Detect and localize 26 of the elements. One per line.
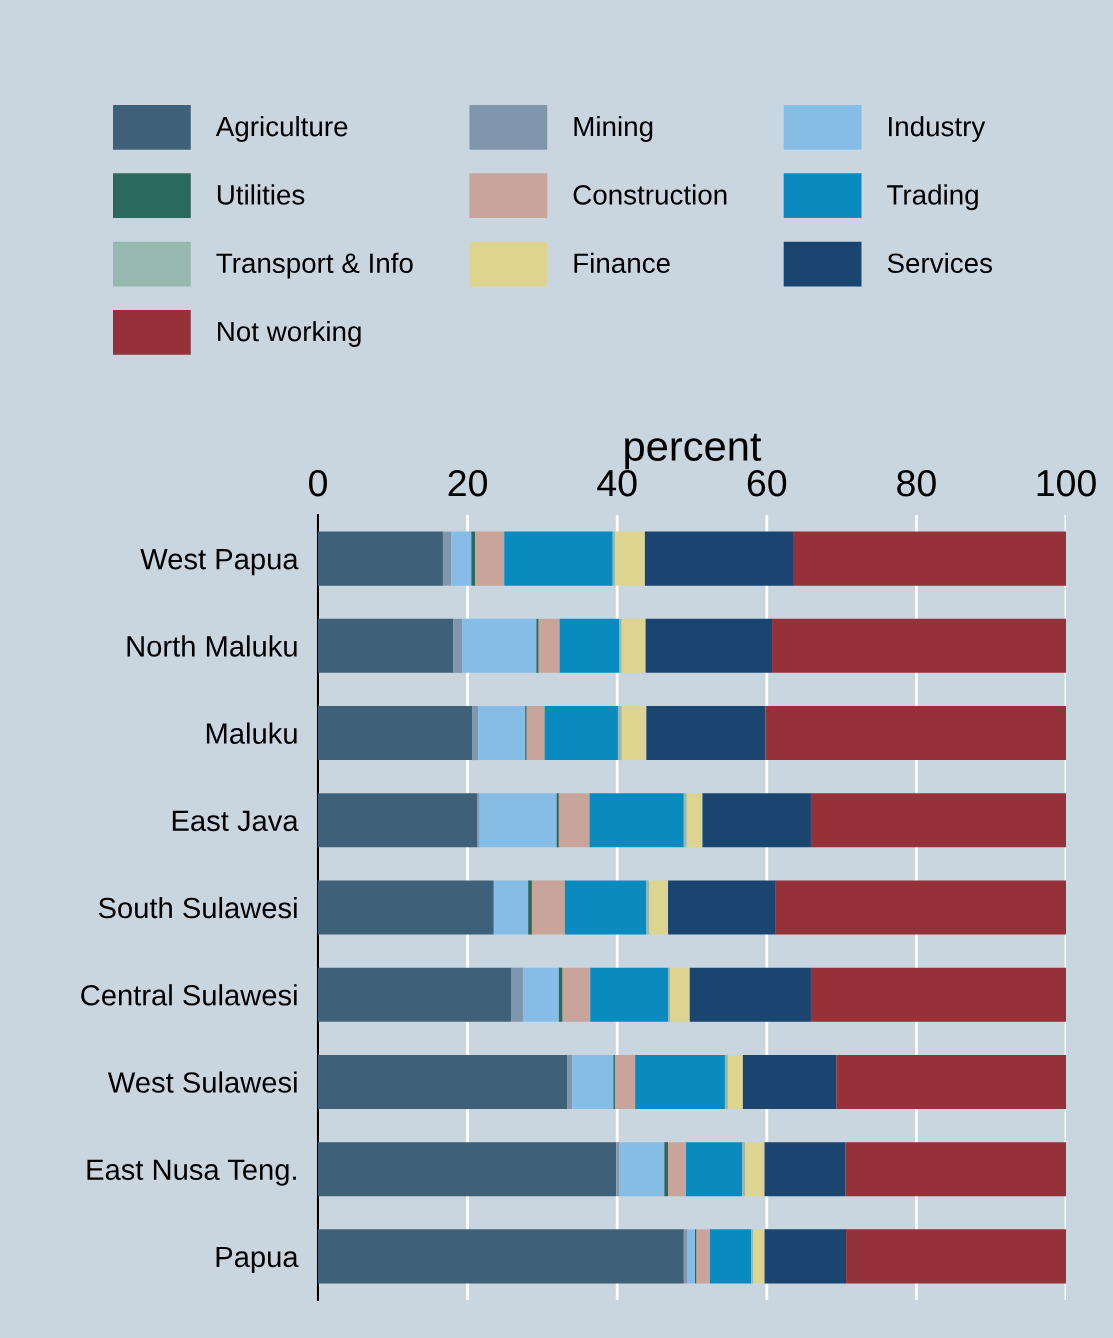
y-tick-label: Papua <box>216 1246 299 1274</box>
x-tick-label: 40 <box>597 469 637 497</box>
legend-label: Transport & Info <box>216 252 413 279</box>
legend-label: Utilities <box>217 184 305 205</box>
y-tick-label: Maluku <box>206 722 297 744</box>
x-axis-title: percent <box>625 433 762 470</box>
y-tick-label: West Papua <box>140 549 299 576</box>
legend-label: Agriculture <box>215 115 348 142</box>
x-tick-label: 20 <box>448 469 487 497</box>
legend-label: Mining <box>574 115 653 142</box>
legend-label: Finance <box>574 252 670 274</box>
y-tick-label: Central Sulawesi <box>81 984 297 1006</box>
x-tick-label: 100 <box>1037 469 1096 497</box>
x-tick-label: 80 <box>897 469 936 497</box>
y-tick-label: North Maluku <box>127 635 297 657</box>
legend-label: Services <box>887 252 992 274</box>
legend-label: Not working <box>218 320 361 347</box>
legend-label: Industry <box>889 115 986 142</box>
y-tick-label: South Sulawesi <box>98 896 297 919</box>
legend-label: Construction <box>573 184 727 205</box>
y-tick-label: East Java <box>172 810 299 832</box>
x-tick-label: 60 <box>747 469 787 497</box>
legend-label: Trading <box>887 184 978 211</box>
y-tick-label: West Sulawesi <box>107 1071 297 1093</box>
x-tick-label: 0 <box>309 469 327 497</box>
y-tick-label: East Nusa Teng. <box>87 1159 296 1186</box>
